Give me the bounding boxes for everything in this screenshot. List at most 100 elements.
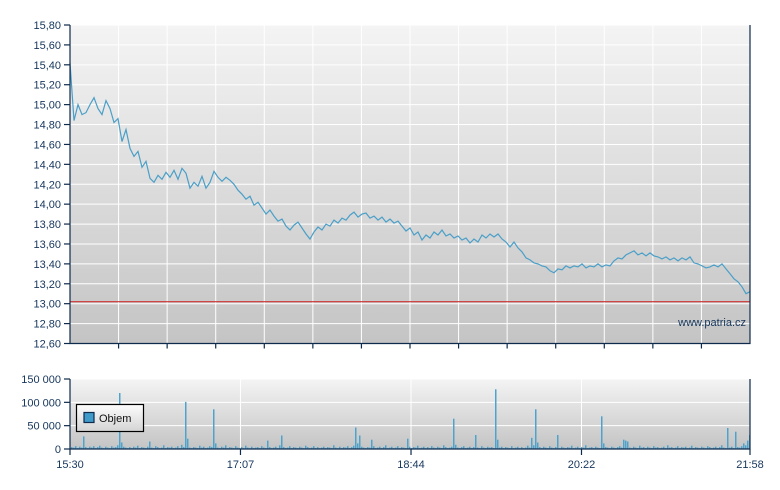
volume-bar	[731, 446, 733, 449]
time-tick-label: 15:30	[56, 459, 84, 471]
volume-bar	[397, 446, 399, 449]
volume-bar	[407, 438, 409, 449]
volume-bar	[683, 447, 685, 449]
volume-bar	[225, 445, 227, 449]
volume-bar	[701, 446, 703, 449]
time-tick-label: 20:22	[568, 459, 596, 471]
volume-bar	[535, 409, 537, 449]
volume-bar	[161, 447, 163, 449]
volume-bar	[583, 447, 585, 449]
volume-bar	[357, 443, 359, 449]
volume-bar	[633, 446, 635, 449]
volume-bar	[353, 445, 355, 449]
volume-bar	[373, 446, 375, 449]
volume-bar	[677, 446, 679, 449]
volume-bar	[603, 443, 605, 449]
volume-bar	[629, 447, 631, 449]
time-tick-label: 21:58	[736, 459, 764, 471]
volume-bar	[649, 447, 651, 449]
volume-bar	[739, 447, 741, 449]
volume-bar	[185, 401, 187, 449]
volume-bar	[571, 445, 573, 449]
volume-bar	[453, 418, 455, 449]
volume-bar	[709, 447, 711, 449]
volume-bar	[177, 446, 179, 449]
volume-bar	[207, 447, 209, 449]
volume-bar	[461, 447, 463, 449]
volume-bar	[675, 447, 677, 449]
volume-bar	[511, 446, 513, 449]
volume-bar	[383, 447, 385, 449]
volume-bar	[737, 447, 739, 449]
price-y-tick-label: 13,40	[33, 259, 61, 271]
volume-bar	[537, 442, 539, 449]
volume-bar	[545, 447, 547, 449]
volume-bar	[73, 447, 75, 449]
volume-bar	[473, 447, 475, 449]
volume-bar	[505, 447, 507, 449]
volume-bar	[91, 447, 93, 449]
volume-bar	[623, 439, 625, 449]
volume-bar	[377, 447, 379, 449]
volume-bar	[667, 445, 669, 449]
volume-bar	[209, 446, 211, 449]
volume-bar	[189, 447, 191, 449]
volume-bar	[557, 435, 559, 449]
volume-bar	[171, 446, 173, 449]
time-tick-label: 17:07	[227, 459, 255, 471]
volume-bar	[741, 446, 743, 449]
volume-bar	[199, 445, 201, 449]
volume-bar	[105, 446, 107, 449]
volume-bar	[549, 446, 551, 449]
volume-bar	[391, 446, 393, 449]
volume-bar	[539, 447, 541, 449]
volume-bar	[97, 447, 99, 449]
volume-bar	[613, 447, 615, 449]
volume-bar	[643, 447, 645, 449]
volume-bar	[719, 447, 721, 449]
volume-bar	[469, 446, 471, 449]
volume-bar	[423, 446, 425, 449]
volume-bar	[595, 446, 597, 449]
volume-bar	[437, 446, 439, 449]
volume-bar	[129, 447, 131, 449]
volume-bar	[187, 438, 189, 449]
volume-bar	[235, 446, 237, 449]
watermark: www.patria.cz	[677, 317, 746, 329]
volume-bar	[317, 447, 319, 449]
volume-bar	[531, 437, 533, 449]
volume-bar	[499, 447, 501, 449]
volume-bar	[563, 447, 565, 449]
volume-bar	[467, 447, 469, 449]
volume-bar	[671, 447, 673, 449]
volume-bar	[301, 447, 303, 449]
volume-bar	[111, 446, 113, 449]
volume-bar	[371, 439, 373, 449]
volume-bar	[163, 445, 165, 449]
volume-bar	[269, 447, 271, 449]
volume-bar	[517, 446, 519, 449]
volume-bar	[721, 445, 723, 449]
volume-bar	[175, 447, 177, 449]
volume-bar	[203, 446, 205, 449]
volume-bar	[657, 447, 659, 449]
volume-bar	[369, 447, 371, 449]
volume-bar	[597, 447, 599, 449]
volume-bar	[723, 447, 725, 449]
volume-bar	[351, 447, 353, 449]
volume-bar	[117, 445, 119, 449]
volume-bar	[81, 447, 83, 449]
volume-bar	[83, 436, 85, 449]
volume-bar	[323, 446, 325, 449]
volume-bar	[143, 447, 145, 449]
volume-bar	[501, 446, 503, 449]
volume-bar	[147, 446, 149, 449]
volume-bar	[443, 445, 445, 449]
volume-bar	[213, 409, 215, 449]
volume-bar	[689, 447, 691, 449]
volume-bar	[287, 447, 289, 449]
volume-bar	[217, 447, 219, 449]
volume-bar	[289, 446, 291, 449]
volume-bar	[155, 446, 157, 449]
